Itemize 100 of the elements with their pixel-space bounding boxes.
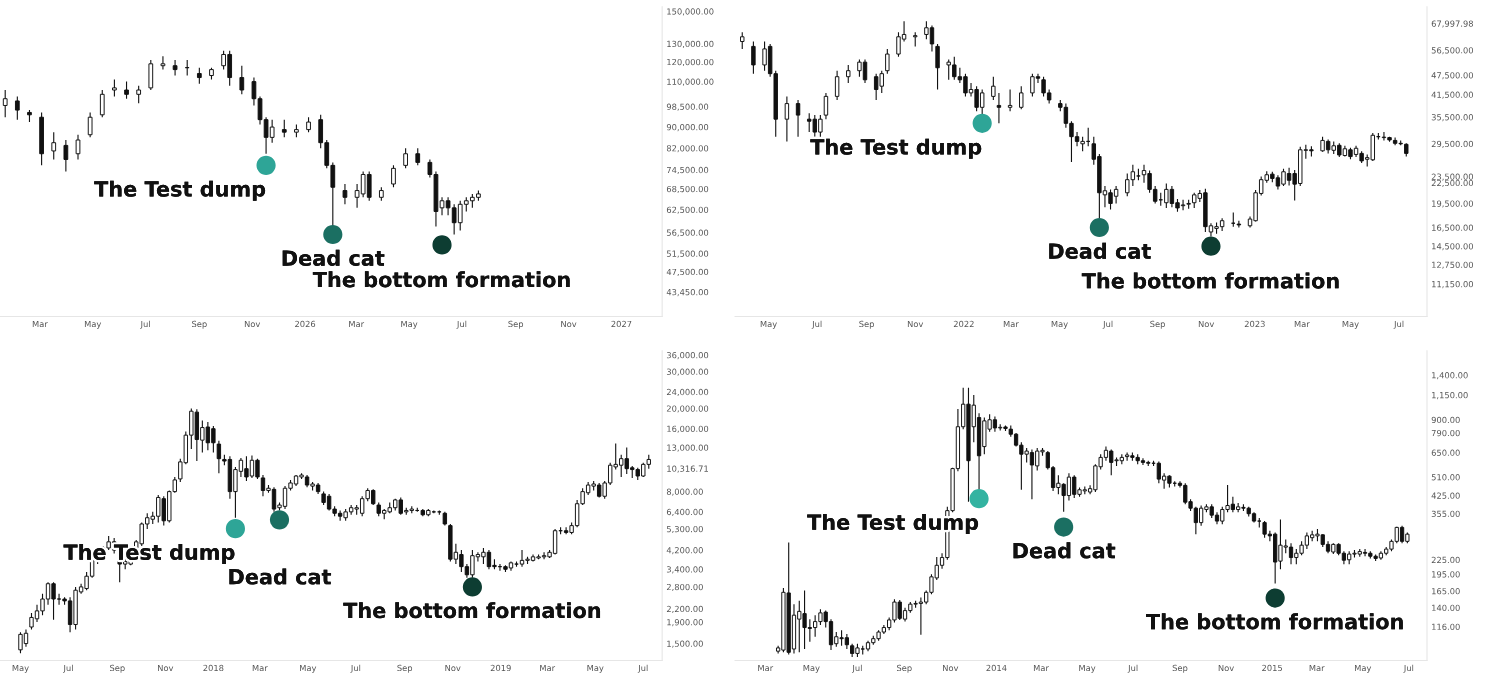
y-tick-label: 900.00 (1431, 416, 1460, 424)
x-tick-label: May (1342, 320, 1359, 329)
x-tick-label: Sep (896, 664, 912, 673)
y-tick-label: 16,500.00 (1432, 224, 1474, 232)
y-tick-label: 43,450.00 (666, 288, 709, 297)
x-tick-label: Mar (32, 320, 48, 328)
y-tick-label: 225.00 (1431, 556, 1460, 564)
point (969, 489, 989, 509)
y-tick-label: 110,000.00 (667, 78, 714, 86)
y-tick-label: 16,000.00 (667, 425, 709, 433)
y-tick-label: 2,200.00 (666, 605, 703, 613)
annotation: The Test dump (94, 180, 266, 201)
candlestick (403, 147, 408, 169)
y-tick-label: 8,000.00 (666, 488, 703, 496)
candlestick (784, 95, 790, 142)
y-tick-label: 51,500.00 (666, 250, 709, 258)
x-tick-label: Mar (1003, 320, 1019, 328)
y-tick-label: 56,500.00 (666, 229, 709, 237)
annotation: The bottom formation (343, 602, 601, 619)
y-tick-label: 13,000.00 (667, 444, 709, 452)
y-tick-label: 22,500.00 (1431, 179, 1474, 187)
annotation: Dead cat (1013, 542, 1116, 559)
x-tick-label: Jul (851, 664, 862, 673)
y-tick-label: 29,500.00 (1431, 140, 1474, 148)
x-tick-label: May (84, 320, 102, 329)
y-tick-label: 195.00 (1432, 571, 1460, 578)
y-tick-label: 6,400.00 (666, 508, 703, 516)
x-tick-label: Mar (1309, 664, 1325, 672)
y-tick-label: 790.00 (1431, 429, 1460, 437)
y-tick-label: 1,900.00 (667, 619, 703, 627)
candlestick (216, 440, 222, 474)
x-tick-label: Nov (561, 320, 577, 328)
x-tick-label: Nov (1218, 664, 1234, 672)
x-tick-label: 2026 (295, 320, 316, 328)
x-tick-label: Mar (758, 664, 774, 672)
x-tick-label: Sep (397, 664, 413, 673)
annotation: The bottom formation (312, 271, 570, 288)
y-tick-label: 140.00 (1432, 604, 1460, 611)
x-tick-label: Mar (349, 320, 365, 328)
point (1054, 517, 1074, 537)
x-tick-label: 2027 (611, 320, 632, 328)
candlestick (834, 70, 840, 101)
x-tick-label: Jul (350, 664, 361, 673)
y-tick-label: 510.00 (1431, 474, 1460, 481)
y-tick-label: 150,000.00 (667, 8, 714, 16)
y-tick-label: 74,500.00 (667, 166, 709, 175)
y-tick-label: 36,000.00 (666, 352, 709, 360)
candlestick (75, 134, 81, 161)
y-tick-label: 67,997.98 (1431, 20, 1473, 28)
y-tick-label: 11,150.00 (1432, 280, 1474, 289)
y-tick-label: 1,400.00 (1432, 372, 1468, 380)
x-tick-label: Jul (811, 320, 822, 329)
point (432, 235, 452, 255)
y-tick-label: 650.00 (1431, 449, 1460, 456)
x-tick-label: Jul (140, 320, 150, 329)
y-tick-label: 23,500.00 (1431, 173, 1474, 181)
y-tick-label: 20,000.00 (666, 405, 709, 413)
x-tick-label: Jul (1127, 664, 1138, 673)
point (972, 113, 992, 133)
candlestick (172, 59, 178, 77)
y-tick-label: 82,000.00 (666, 145, 709, 153)
candlestick (99, 89, 105, 118)
x-tick-label: May (760, 320, 777, 329)
y-tick-label: 30,000.00 (666, 368, 709, 376)
x-tick-label: Jul (1102, 320, 1113, 329)
x-tick-label: May (300, 664, 317, 673)
candlestick (87, 111, 93, 138)
x-tick-label: 2023 (1244, 320, 1265, 328)
y-tick-label: 56,500.00 (1431, 47, 1474, 55)
candlestick (2, 89, 8, 118)
x-tick-label: 2014 (986, 664, 1007, 672)
y-tick-label: 47,500.00 (666, 268, 709, 276)
x-tick-label: Sep (508, 320, 524, 329)
y-tick-label: 355.00 (1431, 510, 1460, 517)
candlestick (342, 183, 348, 205)
candlestick (935, 43, 940, 91)
x-tick-label: May (12, 664, 29, 673)
x-tick-label: Nov (158, 664, 174, 672)
y-tick-label: 24,000.00 (666, 388, 709, 397)
x-tick-label: May (1051, 320, 1068, 329)
y-tick-label: 62,500.00 (666, 206, 709, 214)
y-tick-label: 425.00 (1431, 492, 1460, 499)
annotation: The bottom formation (1081, 272, 1339, 289)
y-tick-label: 68,500.00 (666, 185, 709, 194)
x-tick-label: May (587, 664, 604, 673)
candlestick (160, 55, 166, 71)
y-tick-label: 1,500.00 (667, 640, 703, 648)
x-tick-label: Jul (63, 664, 73, 673)
x-tick-label: Sep (110, 664, 125, 673)
y-tick-label: 47,500.00 (1431, 72, 1474, 80)
candlestick (996, 92, 1002, 124)
x-tick-label: Nov (907, 320, 924, 328)
x-tick-label: Jul (637, 664, 648, 673)
candlestick (846, 64, 851, 84)
y-tick-label: 35,500.00 (1431, 114, 1474, 122)
point (1089, 217, 1109, 238)
candlestick (823, 92, 829, 120)
annotation: Dead cat (229, 568, 332, 585)
x-tick-label: Jul (456, 320, 467, 329)
x-tick-label: May (1079, 664, 1096, 673)
